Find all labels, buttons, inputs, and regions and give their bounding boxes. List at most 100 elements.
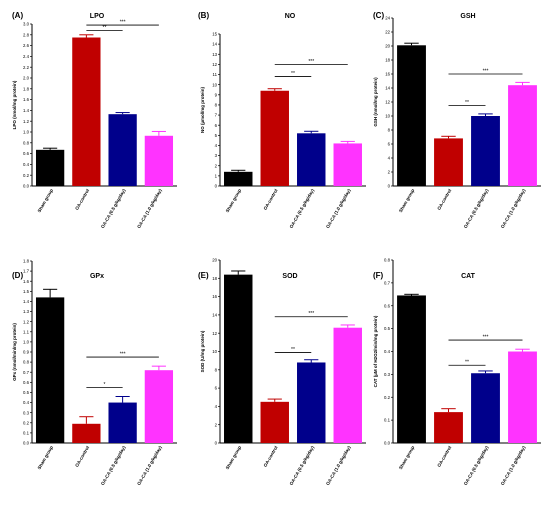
bar: [397, 45, 426, 186]
y-tick-label: 1.4: [23, 108, 30, 113]
y-tick-label: 0.8: [23, 360, 30, 365]
bar: [144, 370, 174, 443]
y-tick-label: 0.4: [23, 162, 30, 167]
panel-letter: (E): [198, 271, 209, 280]
x-tick-label: OA-control: [74, 445, 90, 468]
significance-label: **: [291, 347, 295, 353]
x-tick-label: OA-control: [263, 445, 279, 468]
significance-label: **: [291, 71, 295, 77]
chart-title: NO: [285, 13, 296, 20]
bar: [260, 90, 289, 186]
y-tick-label: 2: [388, 170, 391, 175]
y-tick-label: 0.3: [23, 410, 30, 415]
y-tick-label: 0: [388, 184, 391, 189]
y-tick-label: 0.2: [23, 173, 30, 178]
y-tick-label: 0.5: [23, 390, 30, 395]
y-tick-label: 1.4: [23, 299, 30, 304]
y-tick-label: 10: [385, 114, 390, 119]
x-tick-label: OA-CA (0.5 g/kg/day): [100, 445, 127, 487]
x-tick-label: Sham group: [37, 188, 55, 213]
y-tick-label: 2.6: [23, 43, 30, 48]
y-tick-label: 1.7: [23, 269, 30, 274]
y-tick-label: 14: [212, 313, 217, 318]
y-tick-label: 20: [212, 258, 217, 263]
y-tick-label: 0.3: [384, 372, 391, 377]
x-tick-label: OA-CA (1.0 g/kg/day): [325, 445, 352, 487]
y-tick-label: 1.6: [23, 279, 30, 284]
y-tick-label: 3.0: [23, 22, 30, 27]
bar: [434, 138, 463, 186]
bar: [224, 274, 253, 443]
x-tick-label: Sham group: [398, 188, 416, 213]
x-tick-label: OA-CA (1.0 g/kg/day): [500, 188, 527, 230]
y-tick-label: 4: [215, 143, 218, 148]
bar: [297, 133, 326, 186]
bar: [72, 423, 101, 443]
y-tick-label: 6: [215, 123, 218, 128]
y-tick-label: 1: [215, 173, 218, 178]
significance-label: ***: [120, 20, 126, 26]
y-tick-label: 15: [212, 32, 217, 37]
panel-cat: (F) CAT 0.0 0.1 0.2 0.3 0.4 0.5 0.6 0.7 0.8 CAT (µM…: [373, 258, 541, 486]
panel-letter: (B): [198, 11, 209, 20]
chart-title: GPx: [90, 273, 104, 280]
y-tick-label: 14: [212, 42, 217, 47]
bar: [108, 402, 137, 443]
y-tick-label: 2.4: [23, 54, 30, 59]
y-tick-label: 1.0: [23, 130, 30, 135]
chart-title: GSH: [460, 13, 475, 20]
y-tick-label: 5: [215, 133, 218, 138]
y-tick-label: 8: [215, 367, 218, 372]
x-tick-label: OA-CA (1.0 g/kg/day): [136, 188, 163, 230]
y-tick-label: 2: [215, 422, 218, 427]
bar: [508, 351, 537, 443]
bar: [333, 327, 362, 443]
y-axis-label: GPx (nmol/min/mg protein): [12, 323, 17, 381]
panel-sod: (E) SOD 0 2 4 6 8 10 12 14 16 18 20 SOD (U/mg protein…: [198, 258, 366, 487]
x-tick-label: OA-control: [263, 188, 279, 211]
bar: [144, 135, 174, 186]
y-tick-label: 1.0: [23, 339, 30, 344]
y-axis-label: GSH (nmol/mg protein): [373, 77, 378, 127]
y-tick-label: 0: [215, 184, 218, 189]
panel-gpx: (D) GPx 0.0 0.1 0.2 0.3 0.4 0.5 0.6 0.7 0.8 0.9 1.0 1…: [12, 259, 177, 487]
y-tick-label: 0.5: [384, 326, 391, 331]
x-tick-label: Sham group: [225, 188, 243, 213]
y-tick-label: 2: [215, 163, 218, 168]
bar: [471, 116, 500, 186]
y-tick-label: 0.1: [23, 430, 30, 435]
y-tick-label: 0.9: [23, 350, 30, 355]
panel-letter: (D): [12, 271, 23, 280]
x-tick-label: OA-CA (0.5 g/kg/day): [463, 188, 490, 230]
bar: [35, 149, 65, 186]
y-tick-label: 0.6: [23, 151, 30, 156]
y-tick-label: 0.4: [23, 400, 30, 405]
y-tick-label: 1.1: [23, 329, 30, 334]
significance-label: **: [465, 100, 469, 106]
y-tick-label: 14: [385, 86, 390, 91]
y-axis-label: CAT (µM of H2O2/min/mg protein): [373, 315, 378, 387]
y-tick-label: 1.8: [23, 86, 30, 91]
bar: [333, 143, 362, 186]
x-tick-label: OA-control: [436, 188, 452, 211]
y-tick-label: 0.0: [23, 441, 30, 446]
y-tick-label: 0.6: [23, 380, 30, 385]
y-tick-label: 2.0: [23, 76, 30, 81]
bar: [397, 295, 426, 443]
y-axis-label: NO (µmol/mg protein): [200, 86, 205, 133]
significance-label: ***: [483, 69, 489, 75]
chart-title: LPO: [90, 13, 105, 20]
y-axis-label: LPO (nmol/mg protein): [12, 80, 17, 129]
y-tick-label: 1.8: [23, 259, 30, 264]
bar: [224, 171, 253, 186]
x-tick-label: OA-CA (0.5 g/kg/day): [288, 188, 315, 230]
y-tick-label: 0.7: [23, 370, 30, 375]
y-tick-label: 20: [385, 44, 390, 49]
chart-title: CAT: [461, 273, 476, 280]
y-tick-label: 10: [212, 349, 217, 354]
y-tick-label: 8: [215, 103, 218, 108]
y-tick-label: 0.0: [23, 184, 30, 189]
y-tick-label: 3: [215, 153, 218, 158]
